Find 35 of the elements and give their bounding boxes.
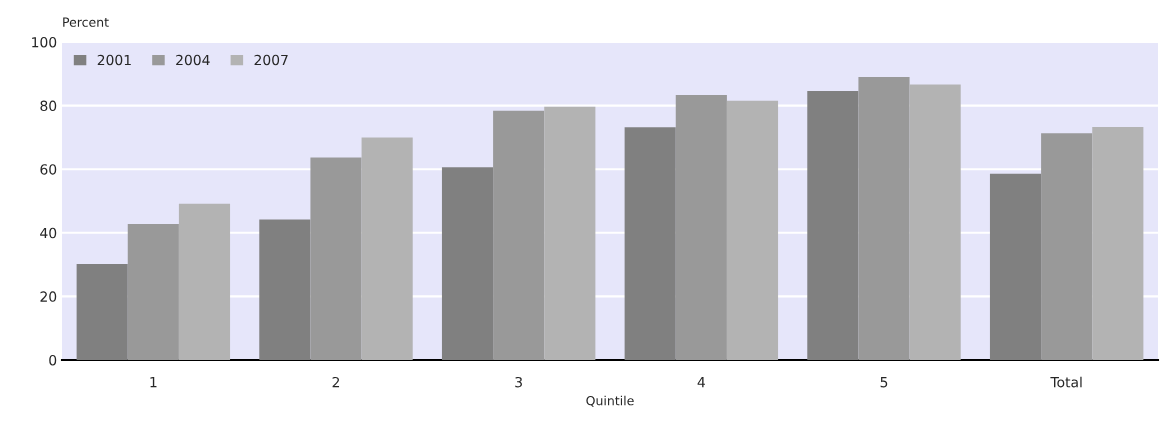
bar [259,219,311,360]
y-tick-label: 60 [40,164,57,175]
x-tick-label: 5 [880,377,888,388]
legend-label: 2001 [97,54,131,66]
bar [858,76,910,360]
y-tick-label: 20 [40,291,57,302]
bar [1041,133,1093,360]
bar [361,137,413,360]
bar [310,157,362,360]
y-tick-label: 80 [40,100,57,112]
y-tick-label: 40 [40,227,57,239]
y-tick-label: 0 [49,354,57,366]
x-tick-label: 4 [697,377,705,388]
x-tick-label: 3 [515,376,522,388]
x-axis-title: Quintile [586,395,634,407]
bar [544,106,596,360]
bar [127,223,179,360]
x-tick-label: 1 [150,377,157,388]
x-tick-label: Total [1050,376,1082,388]
legend-label: 2004 [176,54,210,66]
bar [726,100,779,360]
bar [807,90,859,360]
bar [624,127,676,360]
bar [989,173,1042,360]
bar [493,110,545,360]
bar [441,167,494,360]
bar [675,95,727,360]
y-tick-label: 100 [32,36,57,48]
x-tick-label: 2 [332,376,340,388]
bar [909,84,961,360]
legend-label: 2007 [254,54,288,66]
bar [1092,126,1144,360]
bar [178,203,231,360]
bar [76,263,128,360]
y-axis-title: Percent [63,17,109,27]
